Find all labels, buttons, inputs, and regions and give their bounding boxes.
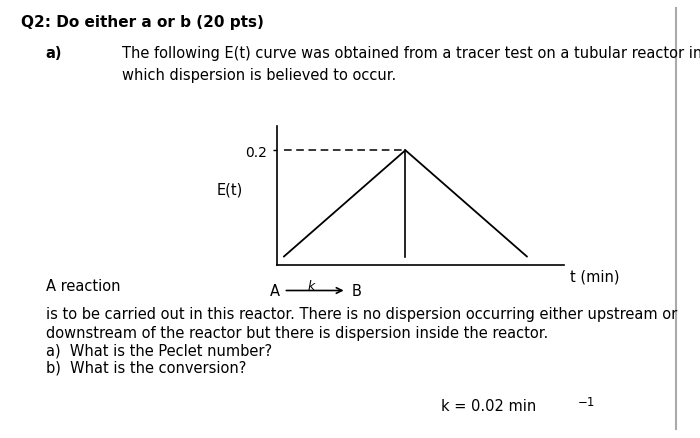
Text: k = 0.02 min: k = 0.02 min: [441, 399, 536, 413]
Text: −1: −1: [578, 395, 596, 408]
Text: a): a): [46, 46, 62, 61]
Text: A: A: [270, 283, 279, 298]
Text: A reaction: A reaction: [46, 278, 120, 293]
Text: a)  What is the Peclet number?: a) What is the Peclet number?: [46, 343, 272, 357]
Text: t (min): t (min): [570, 269, 620, 284]
Text: E(t): E(t): [217, 182, 244, 197]
Text: B: B: [352, 283, 362, 298]
Text: downstream of the reactor but there is dispersion inside the reactor.: downstream of the reactor but there is d…: [46, 325, 547, 340]
Text: is to be carried out in this reactor. There is no dispersion occurring either up: is to be carried out in this reactor. Th…: [46, 307, 677, 321]
Text: Q2: Do either a or b (20 pts): Q2: Do either a or b (20 pts): [21, 15, 264, 30]
Text: The following E(t) curve was obtained from a tracer test on a tubular reactor in: The following E(t) curve was obtained fr…: [122, 46, 700, 61]
Text: k: k: [308, 279, 315, 292]
Text: b)  What is the conversion?: b) What is the conversion?: [46, 360, 246, 375]
Text: which dispersion is believed to occur.: which dispersion is believed to occur.: [122, 68, 397, 83]
